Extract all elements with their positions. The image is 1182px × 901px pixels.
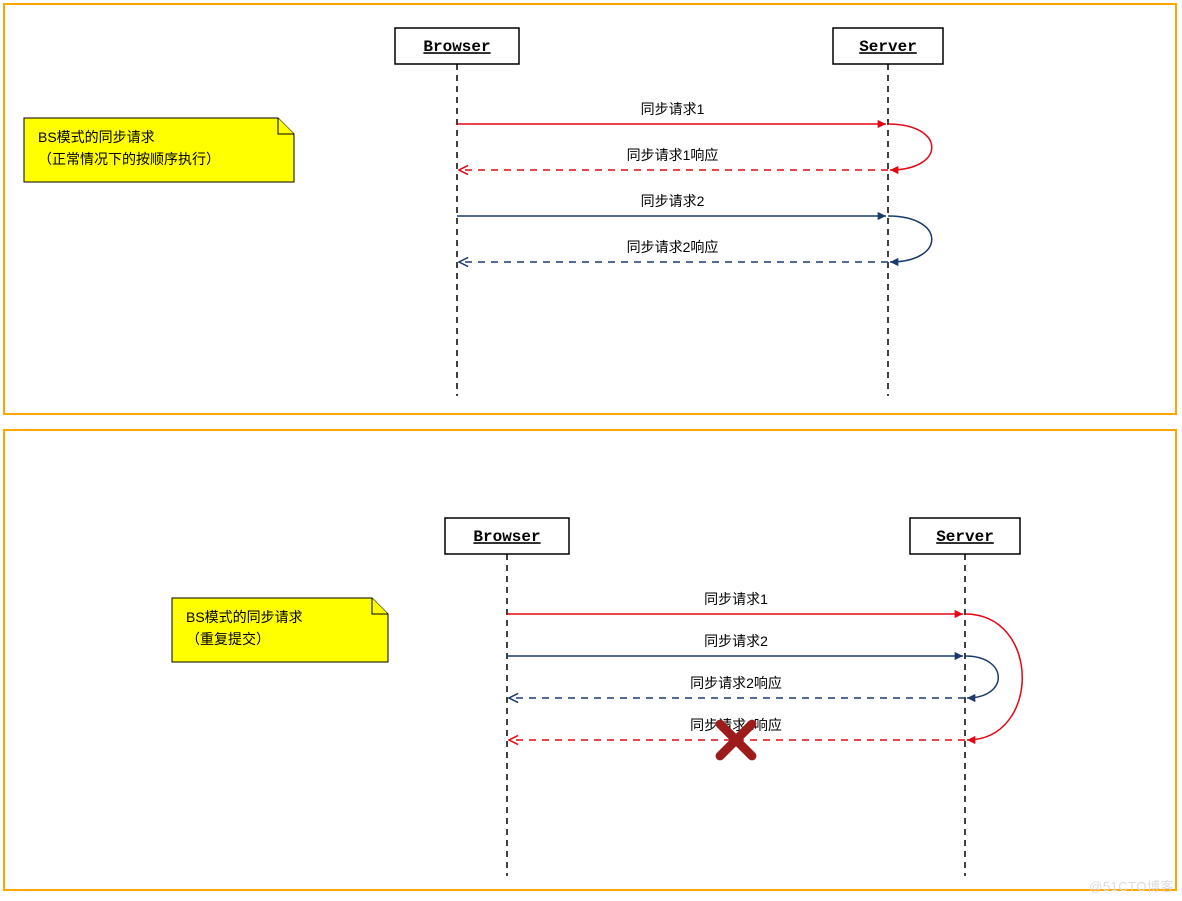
d1-msg-0-label: 同步请求1 bbox=[641, 101, 705, 117]
d2-note-line-0: BS模式的同步请求 bbox=[186, 609, 303, 625]
d1-loop-0 bbox=[888, 124, 932, 170]
d1-note-line-0: BS模式的同步请求 bbox=[38, 129, 155, 145]
server-label: Server bbox=[859, 38, 917, 56]
panel-border-1 bbox=[4, 4, 1176, 414]
browser-label: Browser bbox=[423, 38, 490, 56]
server-label: Server bbox=[936, 528, 994, 546]
d2-msg-0-label: 同步请求1 bbox=[704, 591, 768, 607]
d2-msg-2-label: 同步请求2响应 bbox=[690, 675, 782, 691]
d2-msg-1-label: 同步请求2 bbox=[704, 633, 768, 649]
d2-note-line-1: （重复提交） bbox=[186, 631, 270, 647]
d2-note bbox=[172, 598, 388, 662]
d1-msg-3-label: 同步请求2响应 bbox=[627, 239, 719, 255]
d1-note-fold bbox=[278, 118, 294, 134]
d1-msg-2-label: 同步请求2 bbox=[641, 193, 705, 209]
d1-note-line-1: （正常情况下的按顺序执行） bbox=[38, 151, 220, 167]
d1-msg-1-label: 同步请求1响应 bbox=[627, 147, 719, 163]
watermark: @51CTO博客 bbox=[1089, 876, 1174, 895]
d2-msg-3-label: 同步请求1响应 bbox=[690, 717, 782, 733]
browser-label: Browser bbox=[473, 528, 540, 546]
d1-loop-1 bbox=[888, 216, 932, 262]
d2-loop-1 bbox=[965, 614, 1022, 740]
d1-note bbox=[24, 118, 294, 182]
d2-loop-0 bbox=[965, 656, 998, 698]
